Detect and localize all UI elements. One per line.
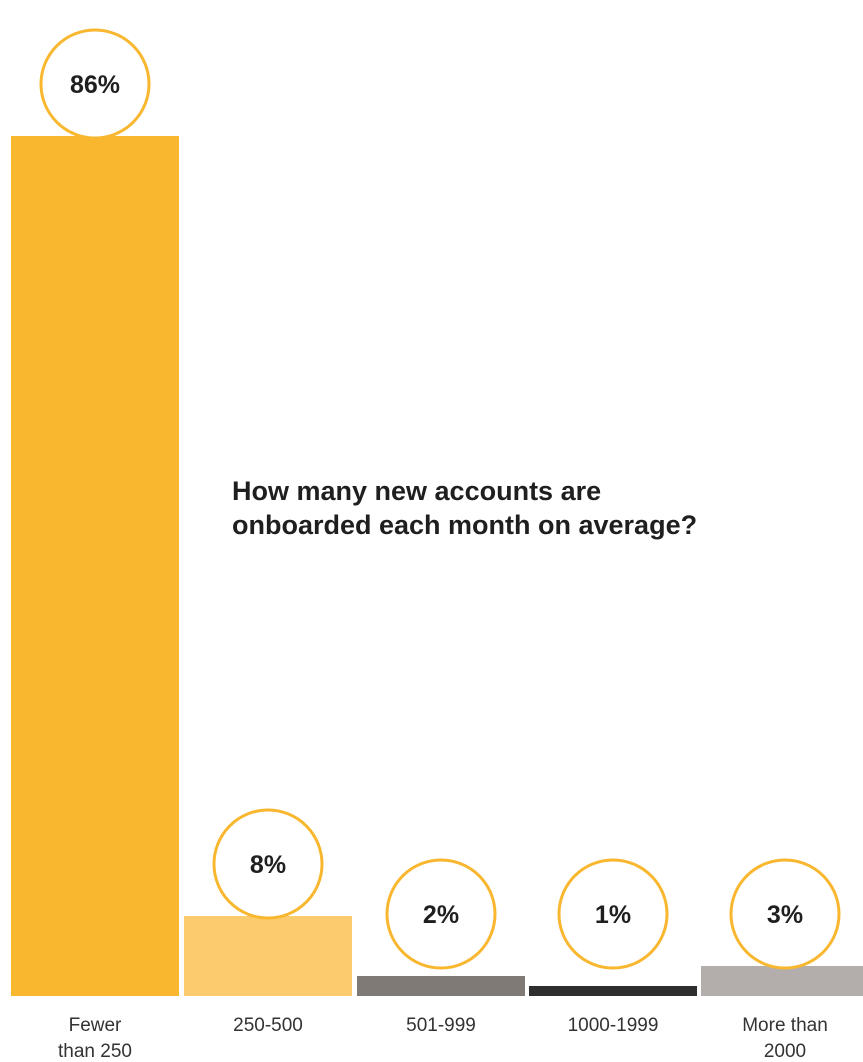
data-label-4: 3% [767, 901, 803, 929]
data-label-circle-2 [385, 858, 497, 970]
category-label-3: 1000-1999 [568, 1015, 659, 1036]
chart-title: How many new accounts are onboarded each… [232, 476, 698, 540]
data-label-circle-0 [39, 28, 151, 140]
data-label-0: 86% [70, 71, 120, 99]
bars-group [11, 136, 863, 996]
data-label-1: 8% [250, 851, 286, 879]
category-label-1: 250-500 [233, 1015, 303, 1036]
category-label-4: More than 2000 [742, 1015, 828, 1062]
data-label-circle-1 [212, 808, 324, 920]
bar-4 [701, 966, 863, 996]
bar-1 [184, 916, 352, 996]
data-label-3: 1% [595, 901, 631, 929]
data-label-2: 2% [423, 901, 459, 929]
bar-0 [11, 136, 179, 996]
data-label-circle-4 [729, 858, 841, 970]
data-label-circle-3 [557, 858, 669, 970]
category-label-2: 501-999 [406, 1015, 476, 1036]
bar-2 [357, 976, 525, 996]
category-label-0: Fewer than 250 [58, 1015, 132, 1062]
category-labels-group: Fewer than 250 250-500 501-999 1000-1999 More… [58, 1015, 828, 1062]
data-labels-group: 86% 8% 2% 1% 3% [39, 28, 841, 970]
bar-3 [529, 986, 697, 996]
